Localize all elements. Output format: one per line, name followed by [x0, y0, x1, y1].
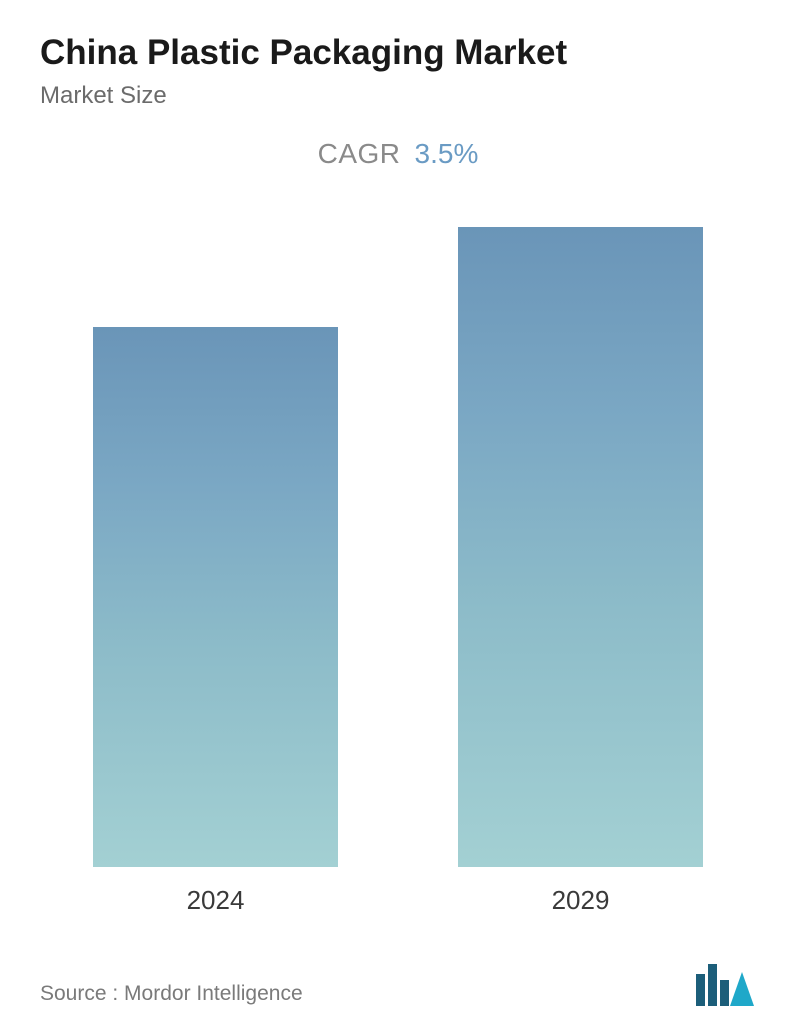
- mordor-logo-icon: [696, 964, 756, 1006]
- source-text: Source : Mordor Intelligence: [40, 982, 303, 1006]
- cagr-label: CAGR: [318, 138, 401, 169]
- bar-label-1: 2029: [552, 885, 610, 916]
- cagr-value: 3.5%: [415, 138, 479, 169]
- bar-label-0: 2024: [187, 885, 245, 916]
- cagr-row: CAGR 3.5%: [40, 138, 756, 170]
- bar-0: [93, 327, 338, 867]
- chart-subtitle: Market Size: [40, 82, 756, 110]
- bar-group-1: 2029: [458, 227, 703, 916]
- bar-1: [458, 227, 703, 867]
- chart-area: 2024 2029: [40, 220, 756, 916]
- footer: Source : Mordor Intelligence: [40, 956, 756, 1006]
- chart-container: China Plastic Packaging Market Market Si…: [0, 0, 796, 1034]
- bar-group-0: 2024: [93, 327, 338, 916]
- chart-title: China Plastic Packaging Market: [40, 32, 756, 74]
